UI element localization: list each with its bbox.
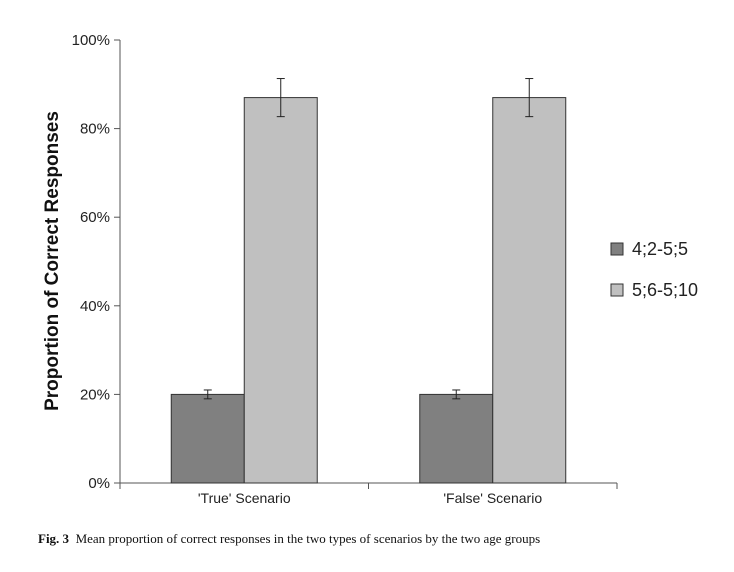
bar-chart: 0% 20% 40% 60% 80% 100% 'True' Scenario 'False… (42, 32, 698, 506)
x-tick-label: 'True' Scenario (198, 490, 291, 506)
y-axis: 0% 20% 40% 60% 80% 100% (72, 32, 121, 492)
bar (492, 97, 567, 484)
bar (170, 393, 245, 484)
bars (170, 97, 567, 484)
legend-swatch (610, 283, 624, 297)
figure-caption-text: Mean proportion of correct responses in … (75, 531, 541, 546)
y-tick-label: 60% (80, 209, 110, 226)
y-tick-label: 100% (72, 32, 110, 49)
legend-label: 5;6-5;10 (632, 280, 698, 300)
y-tick-label: 80% (80, 121, 110, 138)
x-axis: 'True' Scenario 'False' Scenario (119, 482, 618, 506)
legend: 4;2-5;5 5;6-5;10 (610, 239, 698, 300)
y-axis-label: Proportion of Correct Responses (42, 111, 63, 411)
bar (243, 97, 318, 484)
x-tick-label: 'False' Scenario (443, 490, 542, 506)
error-bars (203, 78, 534, 400)
legend-swatch (610, 242, 624, 256)
y-tick-label: 0% (88, 475, 110, 492)
legend-label: 4;2-5;5 (632, 239, 688, 259)
figure-caption-label: Fig. 3 (38, 531, 70, 546)
y-tick-label: 20% (80, 386, 110, 403)
y-tick-label: 40% (80, 298, 110, 315)
bar (419, 393, 494, 484)
figure-caption: Fig. 3 Mean proportion of correct respon… (38, 531, 540, 547)
